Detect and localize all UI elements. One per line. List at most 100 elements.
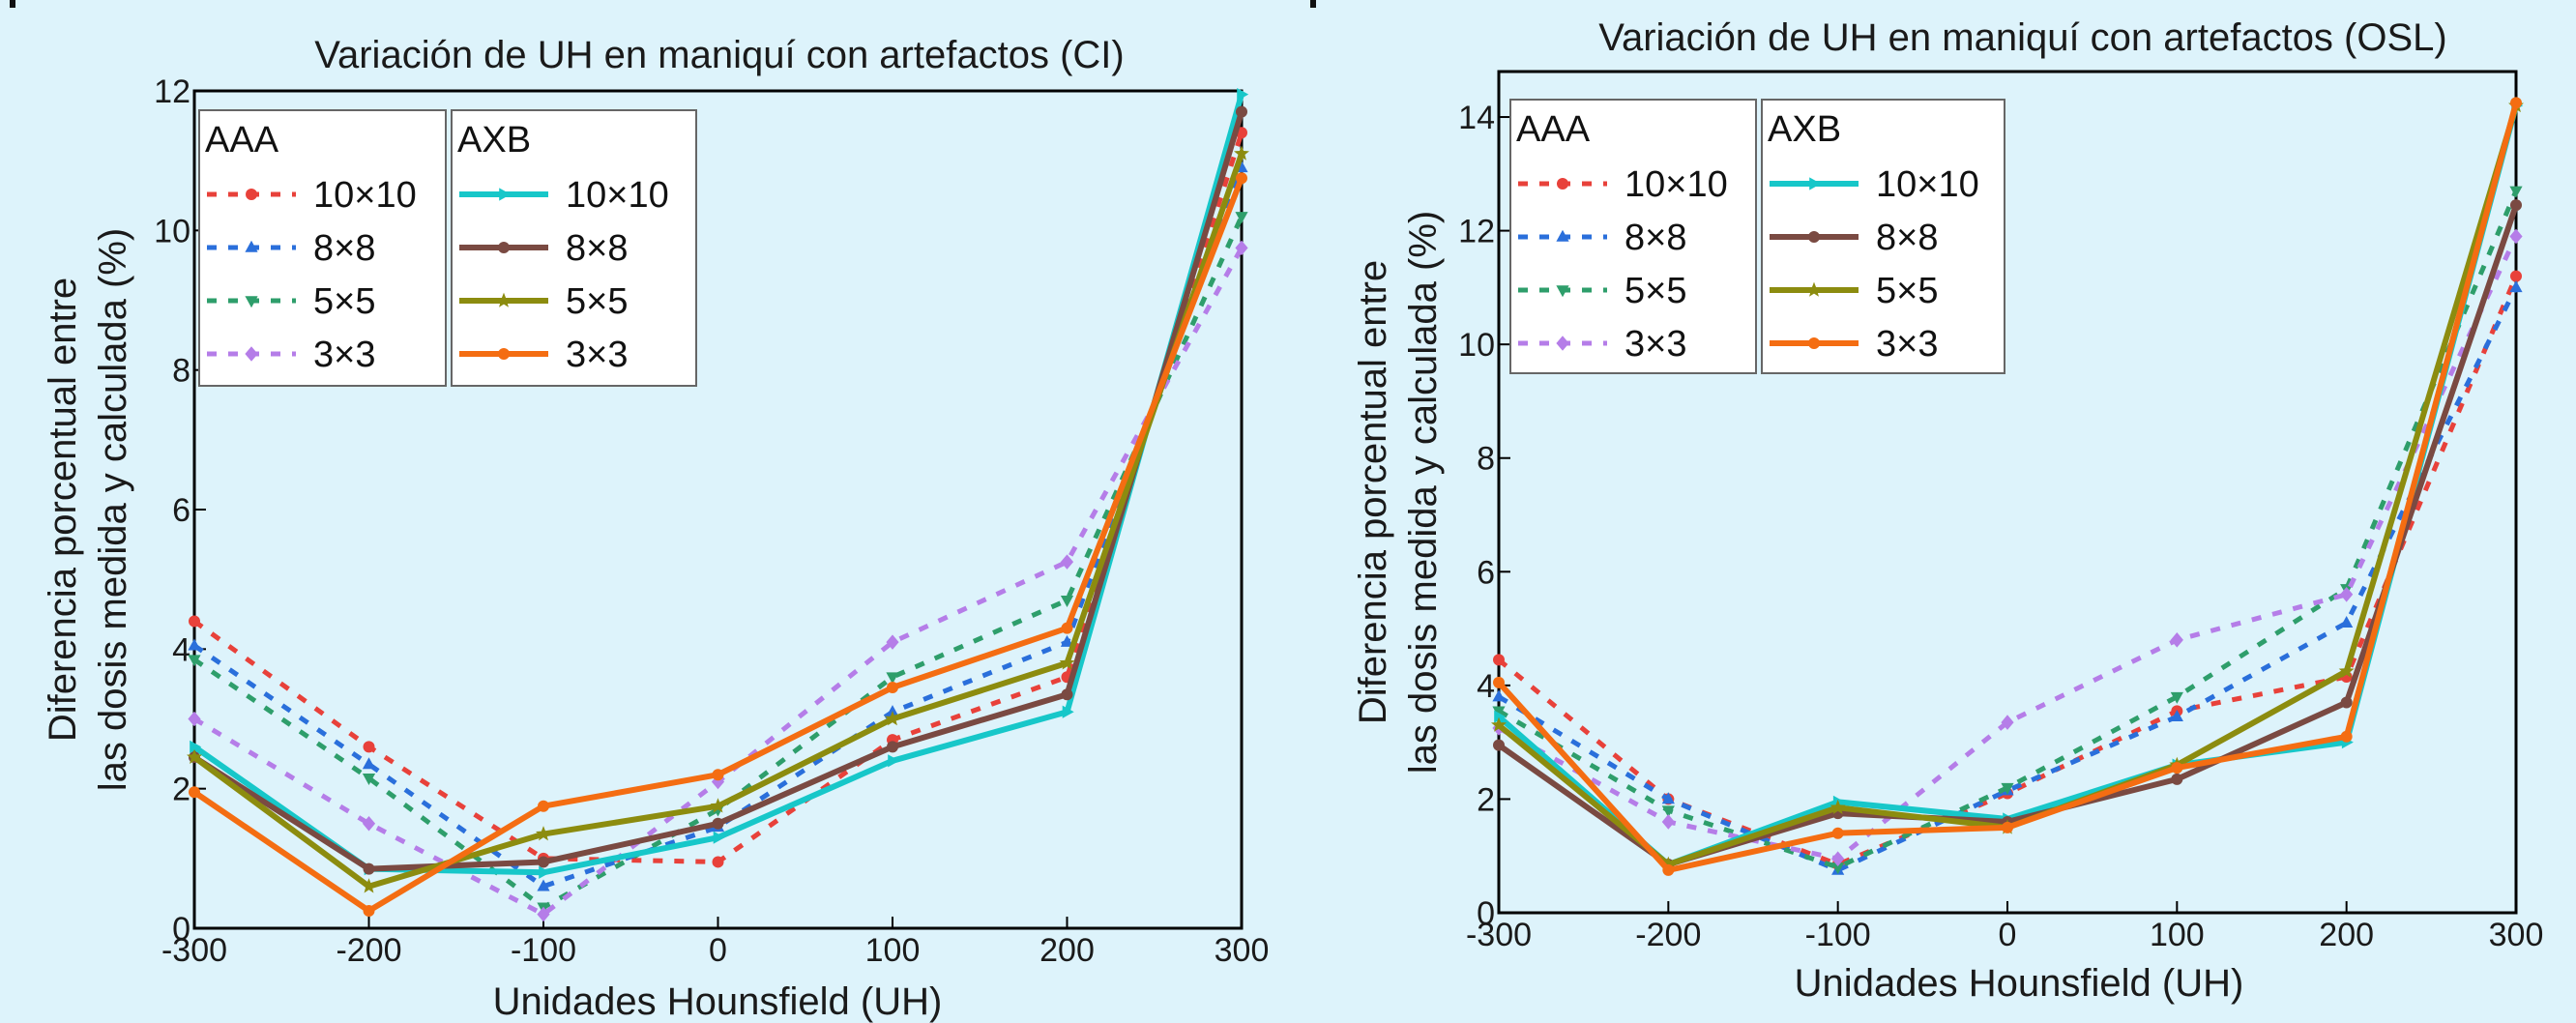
chart-osl-point-axb-8-8: [2340, 696, 2353, 709]
chart-osl-legend-label-aaa-8-8: 8×8: [1625, 218, 1686, 258]
chart-osl-legend-marker-aaa-5-5: [1556, 285, 1569, 298]
chart-ci-series-axb-8-8: [189, 105, 1247, 875]
chart-ci-point-aaa-5-5: [1060, 596, 1074, 608]
chart-ci-legend-heading: AXB: [457, 120, 531, 161]
chart-osl-point-aaa-5-5: [1831, 862, 1845, 875]
chart-osl-point-aaa-8-8: [2509, 280, 2523, 293]
chart-ci-point-axb-5-5: [1234, 145, 1249, 161]
chart-ci-y-axis-label-line2: las dosis medida y calculada (%): [92, 228, 134, 791]
chart-ci-point-aaa-3-3: [1235, 240, 1248, 256]
chart-ci-legend-label-axb-3-3: 3×3: [566, 335, 628, 375]
chart-osl-legend-box: [1509, 99, 1757, 374]
chart-osl-point-axb-3-3: [2510, 97, 2522, 109]
chart-ci-point-axb-10-10: [713, 831, 725, 844]
chart-osl-point-aaa-5-5: [2170, 691, 2183, 704]
chart-osl-x-tick-label: -100: [1805, 917, 1871, 953]
chart-osl-y-tick-label: 10: [1458, 327, 1495, 364]
chart-osl-y-tick-label: 12: [1458, 214, 1495, 250]
chart-ci-series-axb-3-3: [189, 172, 1247, 917]
chart-ci-legend-marker-axb-8-8: [498, 242, 510, 253]
chart-ci-point-axb-3-3: [363, 904, 375, 917]
chart-osl-point-axb-5-5: [1660, 856, 1677, 871]
chart-osl-y-tick-label: 0: [1477, 895, 1495, 932]
chart-ci-point-aaa-8-8: [362, 757, 376, 770]
chart-ci-legend-marker-aaa-10-10: [246, 189, 257, 200]
chart-ci-legend-label-aaa-8-8: 8×8: [313, 228, 375, 269]
chart-ci-y-tick-label: 8: [172, 353, 190, 390]
chart-osl-legend-axb: AXB 10×10 8×8 5×5 3×3: [1761, 99, 2005, 374]
chart-osl-point-aaa-3-3: [2001, 715, 2014, 730]
chart-ci-x-tick-label: -100: [511, 932, 576, 969]
chart-ci-point-axb-8-8: [887, 741, 898, 753]
chart-ci-point-aaa-3-3: [886, 634, 899, 650]
chart-osl-series-axb-3-3: [1493, 97, 2522, 876]
chart-ci-point-aaa-5-5: [886, 672, 899, 685]
chart-osl-point-aaa-5-5: [2001, 782, 2014, 795]
chart-ci-point-aaa-5-5: [1235, 212, 1248, 224]
chart-ci-point-aaa-3-3: [1060, 554, 1074, 570]
chart-ci-point-axb-5-5: [361, 878, 377, 893]
chart-ci-point-axb-10-10: [1062, 705, 1074, 718]
chart-ci-point-aaa-3-3: [537, 906, 550, 922]
chart-osl-point-aaa-3-3: [1831, 851, 1845, 866]
chart-ci-x-axis-label: Unidades Hounsfield (UH): [493, 980, 943, 1023]
chart-ci-y-tick-label: 4: [172, 631, 190, 668]
chart-osl-point-aaa-3-3: [2340, 587, 2354, 602]
chart-ci-y-tick-label: 12: [154, 73, 190, 110]
chart-ci-legend-label-axb-5-5: 5×5: [566, 281, 628, 322]
chart-osl-legend-label-aaa-3-3: 3×3: [1625, 324, 1686, 365]
chart-osl-legend-label-aaa-5-5: 5×5: [1625, 271, 1686, 311]
chart-osl-point-aaa-3-3: [2509, 228, 2523, 245]
chart-ci-y-tick-label: 2: [172, 772, 190, 808]
chart-osl-title: Variación de UH en maniquí con artefacto…: [1598, 16, 2446, 59]
chart-osl-point-axb-8-8: [2510, 199, 2522, 212]
chart-ci-legend-marker-aaa-3-3: [245, 346, 258, 362]
chart-ci: Variación de UH en maniquí con artefacto…: [42, 34, 1269, 1023]
chart-ci-point-axb-3-3: [887, 682, 898, 694]
chart-osl-legend-marker-axb-10-10: [1809, 177, 1822, 190]
chart-osl-series-aaa-5-5: [1492, 186, 2523, 875]
chart-osl-legend-label-aaa-10-10: 10×10: [1625, 164, 1728, 205]
chart-ci-point-axb-10-10: [539, 865, 551, 879]
chart-osl: Variación de UH en maniquí con artefacto…: [1352, 16, 2543, 1005]
chart-osl-point-aaa-8-8: [2340, 616, 2354, 628]
chart-osl-point-aaa-3-3: [1661, 814, 1675, 830]
chart-osl-point-axb-5-5: [2338, 662, 2355, 678]
chart-ci-x-tick-label: 200: [1039, 932, 1095, 969]
chart-osl-legend-label-axb-3-3: 3×3: [1876, 324, 1938, 365]
chart-ci-point-axb-3-3: [189, 786, 200, 799]
chart-osl-x-tick-label: 100: [2150, 917, 2205, 953]
chart-ci-point-aaa-10-10: [189, 615, 200, 628]
chart-osl-point-axb-3-3: [1493, 676, 1505, 688]
chart-ci-point-aaa-3-3: [188, 711, 201, 727]
chart-ci-point-axb-8-8: [538, 856, 549, 868]
chart-osl-point-axb-8-8: [2171, 773, 2183, 785]
chart-ci-point-axb-3-3: [1061, 622, 1073, 634]
chart-osl-y-tick-label: 4: [1477, 668, 1495, 705]
chart-osl-point-aaa-8-8: [2170, 709, 2183, 721]
chart-ci-legend-label-axb-8-8: 8×8: [566, 228, 628, 269]
chart-ci-legend-label-aaa-10-10: 10×10: [313, 175, 417, 216]
chart-ci-legend-marker-axb-5-5: [496, 292, 512, 307]
chart-ci-point-axb-5-5: [1059, 655, 1075, 670]
chart-ci-point-axb-8-8: [1236, 105, 1247, 118]
chart-ci-point-aaa-3-3: [362, 815, 376, 832]
chart-ci-point-aaa-5-5: [362, 774, 376, 786]
chart-ci-x-tick-label: -200: [336, 932, 401, 969]
chart-ci-y-axis-label-line1: Diferencia porcentual entre: [42, 278, 84, 742]
chart-ci-point-axb-5-5: [710, 798, 726, 813]
chart-ci-point-axb-10-10: [888, 754, 900, 768]
chart-ci-legend-axb: AXB 10×10 8×8 5×5 3×3: [451, 109, 697, 387]
chart-ci-legend-label-aaa-5-5: 5×5: [313, 281, 375, 322]
chart-osl-x-tick-label: -300: [1466, 917, 1532, 953]
chart-osl-point-aaa-5-5: [1492, 706, 1506, 718]
chart-osl-x-axis-label: Unidades Hounsfield (UH): [1795, 962, 2244, 1005]
chart-ci-y-tick-label: 10: [154, 213, 190, 249]
chart-ci-point-aaa-10-10: [363, 741, 375, 753]
chart-osl-point-axb-3-3: [1831, 827, 1844, 839]
chart-osl-point-axb-5-5: [1830, 799, 1846, 815]
chart-ci-point-axb-3-3: [1236, 172, 1247, 185]
chart-osl-point-axb-5-5: [1491, 716, 1507, 732]
chart-osl-legend-marker-axb-8-8: [1808, 231, 1820, 243]
